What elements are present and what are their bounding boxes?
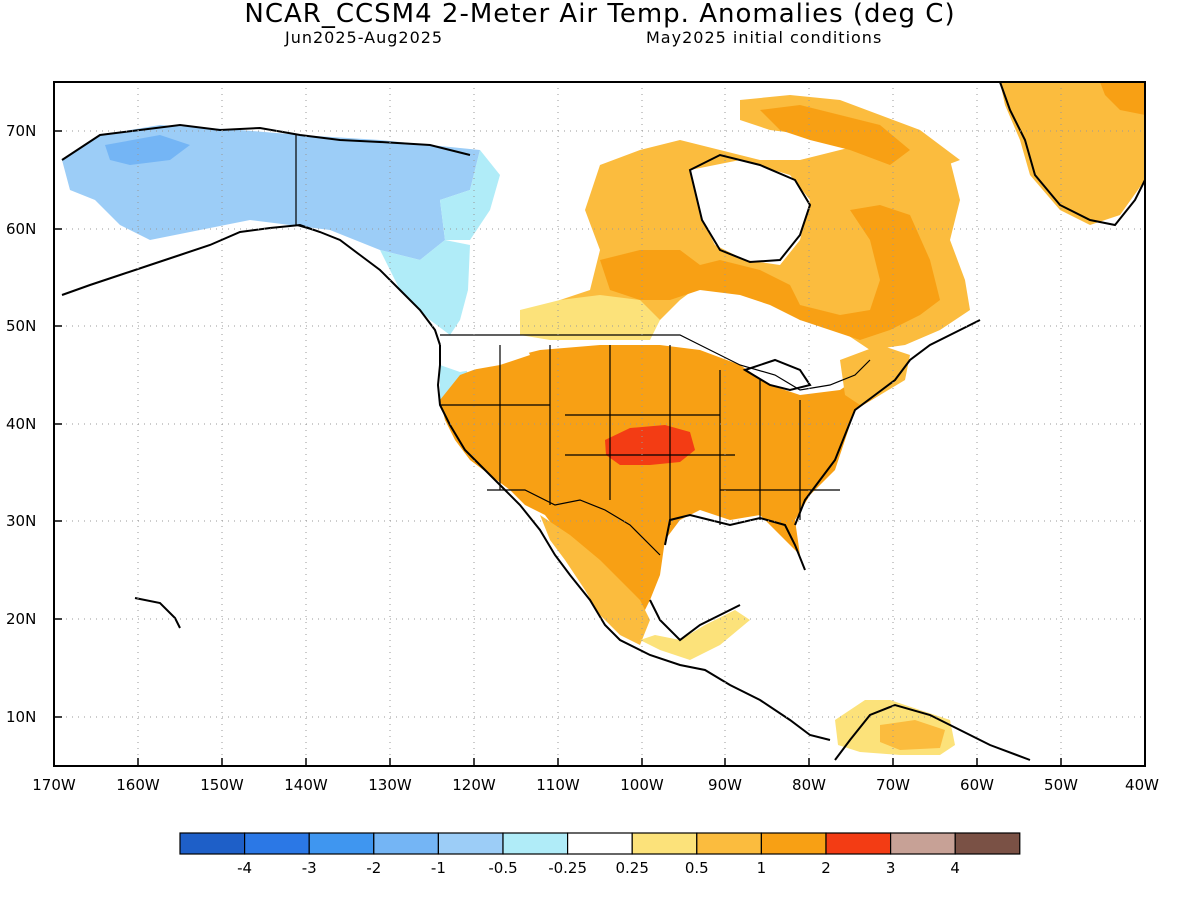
hudson-bay-coast: [688, 153, 812, 264]
us-mexico-border: [487, 489, 661, 556]
colorbar-label: -3: [302, 859, 317, 877]
lat-label: 20N: [6, 610, 36, 628]
south-america-warm-core: [880, 720, 945, 750]
bc-cool-region: [380, 240, 470, 335]
hawaii: [134, 597, 181, 629]
colorbar-label: -1: [431, 859, 446, 877]
yukon-cool-region: [440, 150, 500, 240]
colorbar-swatch: [696, 832, 762, 855]
colorbar-swatch: [373, 832, 439, 855]
west-coast: [436, 345, 831, 741]
colorbar-label: 0.5: [685, 859, 709, 877]
lat-label: 60N: [6, 220, 36, 238]
lon-label: 50W: [1044, 776, 1078, 794]
colorbar-swatch: [566, 832, 633, 855]
colorbar-label: -4: [237, 859, 252, 877]
lon-label: 80W: [792, 776, 826, 794]
forecast-period: Jun2025-Aug2025: [285, 28, 444, 47]
lon-label: 40W: [1125, 776, 1159, 794]
colorbar-label: 4: [950, 859, 960, 877]
colorbar-label: 1: [757, 859, 767, 877]
lon-label: 60W: [960, 776, 994, 794]
political-borders: [295, 135, 871, 556]
lon-label: 100W: [620, 776, 664, 794]
lon-label: 110W: [536, 776, 580, 794]
colorbar-swatch: [502, 832, 569, 855]
mexico-warm-lighter: [540, 515, 650, 645]
colorbar-swatch: [308, 832, 375, 855]
colorbar-swatch: [889, 832, 956, 855]
arctic-islands-warm2: [760, 105, 910, 165]
pacific-nw-neutral: [440, 335, 530, 372]
map-title: NCAR_CCSM4 2-Meter Air Temp. Anomalies (…: [244, 0, 956, 29]
lon-label: 140W: [284, 776, 328, 794]
colorbar: -4 -3 -2 -1 -0.5 -0.25 0.25 0.5 1 2 3 4: [179, 832, 1021, 877]
alaska-coast: [61, 123, 471, 346]
lat-label: 70N: [6, 122, 36, 140]
gulf-coast: [649, 513, 806, 642]
lon-label: 120W: [452, 776, 496, 794]
greenland-warm: [1000, 82, 1145, 225]
lat-label: 30N: [6, 512, 36, 530]
colorbar-label: 3: [886, 859, 896, 877]
initial-conditions: May2025 initial conditions: [646, 28, 883, 47]
northern-plains-warm: [520, 295, 660, 340]
colorbar-swatch: [244, 832, 310, 855]
colorbar-swatch: [760, 832, 827, 855]
longitude-labels: 170W 160W 150W 140W 130W 120W 110W 100W …: [32, 776, 1159, 794]
lon-label: 150W: [200, 776, 244, 794]
lat-label: 40N: [6, 415, 36, 433]
hudson-bay-neutral: [690, 160, 810, 265]
graticule: [54, 82, 1145, 766]
lon-label: 70W: [876, 776, 910, 794]
colorbar-label: -2: [366, 859, 381, 877]
colorbar-label: -0.25: [548, 859, 587, 877]
northeast-warm: [840, 345, 910, 405]
central-america-light: [640, 610, 750, 660]
greenland-warm-core: [1100, 82, 1145, 115]
lon-label: 170W: [32, 776, 76, 794]
colorbar-swatch: [437, 832, 504, 855]
colorbar-swatch: [179, 832, 246, 855]
greenland-coast: [999, 82, 1145, 227]
colorbar-swatch: [631, 832, 698, 855]
colorbar-swatch: [825, 832, 892, 855]
lat-label: 50N: [6, 317, 36, 335]
south-america-coast: [834, 703, 1031, 761]
latitude-labels: 10N 20N 30N 40N 50N 60N 70N: [6, 122, 36, 726]
lon-label: 160W: [116, 776, 160, 794]
alaska-border: [295, 135, 321, 233]
lon-label: 130W: [368, 776, 412, 794]
hudson-region-warm: [600, 205, 940, 340]
state-lines: [440, 345, 840, 525]
east-coast: [794, 319, 981, 526]
lat-label: 10N: [6, 708, 36, 726]
us-canada-border: [440, 334, 871, 391]
coastlines: [61, 82, 1145, 761]
colorbar-label: 0.25: [615, 859, 648, 877]
colorbar-label: 2: [821, 859, 831, 877]
colorbar-swatch: [954, 832, 1021, 855]
axis-ticks: [54, 130, 1062, 766]
lon-label: 90W: [708, 776, 742, 794]
great-lakes: [742, 358, 812, 392]
colorbar-label: -0.5: [488, 859, 517, 877]
alaska-cold-core: [105, 135, 190, 165]
